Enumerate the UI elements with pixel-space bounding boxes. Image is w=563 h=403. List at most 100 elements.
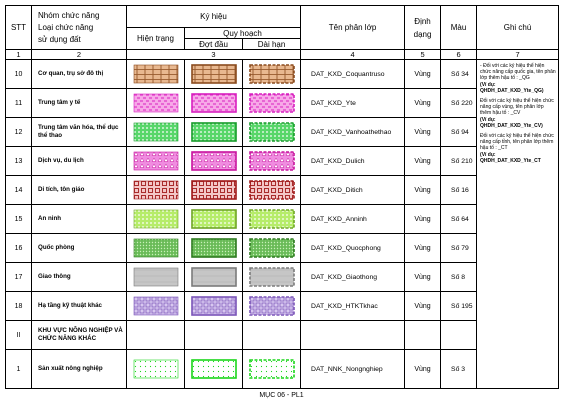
row-stt: II [5, 320, 32, 350]
symbol-swatch-current [133, 180, 178, 200]
header-stt: STT [5, 5, 32, 50]
note-example: (Ví dụ: QHDH_DAT_KXD_Yte_CV) [480, 116, 543, 129]
symbol-cell-current [126, 349, 185, 389]
symbol-cell-current [126, 59, 185, 89]
row-layer-name: DAT_KXD_Dulich [300, 146, 406, 176]
symbol-cell-phase1 [184, 233, 243, 263]
symbol-swatch-current [133, 122, 178, 142]
row-color-code: Số 3 [440, 349, 478, 389]
note-text: - Đối với các ký hiệu thể hiện chức năng… [480, 63, 556, 82]
row-color-code: Số 220 [440, 88, 478, 118]
row-color-code [440, 320, 478, 350]
note-item: - Đối với các ký hiệu thể hiện chức năng… [480, 63, 556, 94]
symbol-swatch-current [133, 359, 178, 379]
row-name: Di tích, tôn giáo [31, 175, 127, 205]
symbol-cell-longterm [241, 262, 302, 292]
row-color-code: Số 195 [440, 291, 478, 321]
row-layer-name: DAT_KXD_Anninh [300, 204, 406, 234]
column-number: 5 [404, 49, 442, 60]
header-current: Hiện trạng [126, 27, 185, 50]
symbol-cell-longterm [241, 59, 302, 89]
header-note: Ghi chú [476, 5, 560, 50]
symbol-cell-current [126, 175, 185, 205]
table-row: 16 Quốc phòng DAT_KXD_Quocphong Vùng Số 79 [5, 233, 559, 263]
symbol-cell-phase1 [184, 262, 243, 292]
symbol-swatch-current [133, 296, 178, 316]
row-stt: 16 [5, 233, 32, 263]
row-format: Vùng [404, 88, 442, 118]
row-name: Trung tâm văn hóa, thể dục thể thao [31, 117, 127, 147]
table-row: 13 Dịch vụ, du lịch DAT_KXD_Dulich Vùng Số 2… [5, 146, 559, 176]
symbol-swatch-phase1 [190, 93, 237, 113]
symbol-cell-longterm [241, 117, 302, 147]
note-item: Đối với các ký hiệu thể hiện chức năng c… [480, 98, 556, 129]
table-row: 17 Giao thông DAT_KXD_Giaothong Vùng Số 8 [5, 262, 559, 292]
symbol-cell-phase1 [184, 59, 243, 89]
table-row: 15 An ninh DAT_KXD_Anninh Vùng Số 64 [5, 204, 559, 234]
row-layer-name: DAT_KXD_Quocphong [300, 233, 406, 263]
column-number: 2 [31, 49, 127, 60]
symbol-swatch-longterm [248, 359, 295, 379]
table-row: 11 Trung tâm y tế DAT_KXD_Yte Vùng Số 220 [5, 88, 559, 118]
row-layer-name: DAT_KXD_HTKTkhac [300, 291, 406, 321]
header-format-line2: dạng [413, 29, 432, 39]
row-name: KHU VỰC NÔNG NGHIỆP VÀ CHỨC NĂNG KHÁC [31, 320, 127, 350]
symbol-cell-phase1 [184, 117, 243, 147]
symbol-swatch-longterm [248, 296, 295, 316]
symbol-swatch-phase1 [190, 180, 237, 200]
note-text: Đối với các ký hiệu thể hiện chức năng c… [480, 133, 554, 152]
row-stt: 15 [5, 204, 32, 234]
symbol-swatch-current [133, 151, 178, 171]
row-layer-name: DAT_KXD_Giaothong [300, 262, 406, 292]
note-example: (Ví dụ: QHDH_DAT_KXD_Yte_QG) [480, 81, 544, 94]
table-row: 14 Di tích, tôn giáo DAT_KXD_Ditich Vùng Số … [5, 175, 559, 205]
row-layer-name [300, 320, 406, 350]
symbol-cell-longterm [241, 175, 302, 205]
legend-table: STT Nhóm chức năng Loại chức năng sử dụn… [5, 5, 560, 389]
table-row: 12 Trung tâm văn hóa, thể dục thể thao DAT… [5, 117, 559, 147]
symbol-cell-longterm [241, 233, 302, 263]
symbol-cell-longterm [241, 291, 302, 321]
row-color-code: Số 210 [440, 146, 478, 176]
symbol-swatch-phase1 [190, 359, 237, 379]
header-group: Nhóm chức năng Loại chức năng sử dụng đấ… [31, 5, 127, 50]
symbol-swatch-phase1 [190, 122, 237, 142]
symbol-cell-current [126, 291, 185, 321]
note-item: Đối với các ký hiệu thể hiện chức năng c… [480, 133, 556, 164]
symbol-cell-longterm [241, 320, 302, 350]
symbol-swatch-longterm [248, 238, 295, 258]
symbol-cell-phase1 [184, 291, 243, 321]
symbol-cell-current [126, 262, 185, 292]
row-name: Giao thông [31, 262, 127, 292]
row-color-code: Số 16 [440, 175, 478, 205]
symbol-swatch-phase1 [190, 296, 237, 316]
row-format: Vùng [404, 146, 442, 176]
symbol-cell-longterm [241, 88, 302, 118]
column-number: 7 [476, 49, 560, 60]
table-row: 18 Hạ tầng kỹ thuật khác DAT_KXD_HTKTkhac V… [5, 291, 559, 321]
row-color-code: Số 8 [440, 262, 478, 292]
symbol-swatch-phase1 [190, 267, 237, 287]
column-number: 4 [300, 49, 406, 60]
symbol-swatch-longterm [248, 180, 295, 200]
header-group-line2: Loại chức năng [38, 22, 94, 32]
row-name: Trung tâm y tế [31, 88, 127, 118]
row-format: Vùng [404, 59, 442, 89]
symbol-swatch-longterm [248, 93, 295, 113]
row-color-code: Số 34 [440, 59, 478, 89]
note-example: (Ví dụ: QHDH_DAT_KXD_Yte_CT [480, 151, 541, 164]
symbol-swatch-current [133, 93, 178, 113]
header-layer: Tên phân lớp [300, 5, 406, 50]
symbol-swatch-current [133, 267, 178, 287]
symbol-swatch-phase1 [190, 64, 237, 84]
symbol-swatch-phase1 [190, 238, 237, 258]
row-layer-name: DAT_KXD_Vanhoathethao [300, 117, 406, 147]
symbol-cell-current [126, 117, 185, 147]
column-number: 6 [440, 49, 478, 60]
header-phase1: Đợt đầu [184, 38, 243, 50]
row-name: Sản xuất nông nghiệp [31, 349, 127, 389]
row-format: Vùng [404, 175, 442, 205]
row-format: Vùng [404, 117, 442, 147]
header-planning: Quy hoạch [183, 27, 302, 39]
symbol-cell-current [126, 146, 185, 176]
